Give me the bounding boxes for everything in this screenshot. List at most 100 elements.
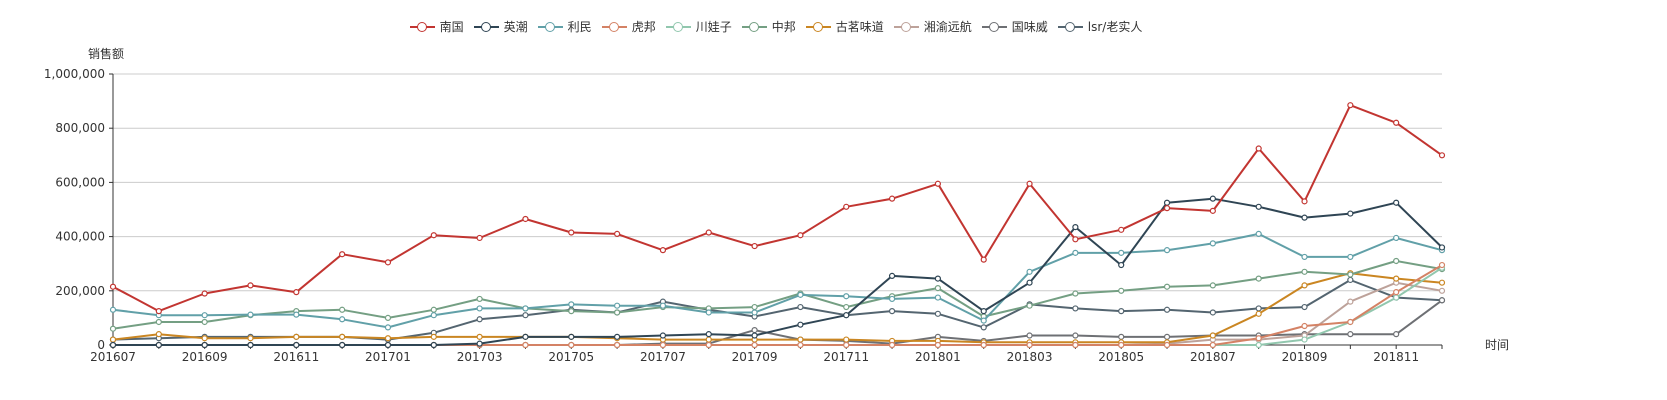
data-point[interactable] <box>1209 195 1216 202</box>
legend-item-yingchao[interactable]: 英潮 <box>473 18 528 35</box>
data-point[interactable] <box>888 195 896 202</box>
data-point[interactable] <box>1026 341 1033 349</box>
data-point[interactable] <box>155 308 162 315</box>
data-point[interactable] <box>1255 341 1262 349</box>
data-point[interactable] <box>247 335 254 342</box>
data-point[interactable] <box>1118 261 1125 269</box>
data-point[interactable] <box>659 332 667 339</box>
data-point[interactable] <box>568 301 575 308</box>
data-point[interactable] <box>1393 199 1400 206</box>
data-point[interactable] <box>980 324 987 331</box>
data-point[interactable] <box>1072 249 1079 256</box>
data-point[interactable] <box>201 341 208 349</box>
data-point[interactable] <box>568 341 575 349</box>
legend-item-nanguo[interactable]: 南国 <box>409 18 464 35</box>
data-point[interactable] <box>1026 180 1033 187</box>
data-point[interactable] <box>247 282 254 289</box>
data-point[interactable] <box>1347 318 1354 326</box>
data-point[interactable] <box>293 311 300 318</box>
legend-item-zhongbang[interactable]: 中邦 <box>741 18 796 35</box>
data-point[interactable] <box>430 333 437 340</box>
data-point[interactable] <box>705 336 712 343</box>
data-point[interactable] <box>430 312 437 319</box>
data-point[interactable] <box>1301 198 1308 205</box>
data-point[interactable] <box>1163 199 1171 206</box>
data-point[interactable] <box>293 341 300 349</box>
data-point[interactable] <box>934 341 941 349</box>
data-point[interactable] <box>751 303 758 311</box>
data-point[interactable] <box>1072 332 1079 339</box>
data-point[interactable] <box>1026 332 1033 339</box>
data-point[interactable] <box>476 234 483 242</box>
data-point[interactable] <box>109 336 117 343</box>
data-point[interactable] <box>614 341 621 349</box>
data-point[interactable] <box>1118 287 1125 294</box>
data-point[interactable] <box>751 309 758 316</box>
data-point[interactable] <box>1301 282 1308 289</box>
data-point[interactable] <box>843 336 850 343</box>
data-point[interactable] <box>1163 205 1171 212</box>
data-point[interactable] <box>797 232 804 239</box>
legend-item-xiangyu[interactable]: 湘渝远航 <box>893 18 972 35</box>
data-point[interactable] <box>1393 119 1400 126</box>
data-point[interactable] <box>1072 290 1079 297</box>
legend-item-hubang[interactable]: 虎邦 <box>601 18 656 35</box>
data-point[interactable] <box>797 291 804 298</box>
data-point[interactable] <box>659 341 667 349</box>
data-point[interactable] <box>476 340 483 347</box>
data-point[interactable] <box>384 314 392 321</box>
data-point[interactable] <box>1255 203 1262 210</box>
data-point[interactable] <box>934 310 941 317</box>
data-point[interactable] <box>1438 297 1446 304</box>
data-point[interactable] <box>1438 152 1446 159</box>
data-point[interactable] <box>522 312 529 319</box>
data-point[interactable] <box>201 312 208 319</box>
data-point[interactable] <box>1209 309 1216 316</box>
series-line[interactable] <box>109 195 1446 349</box>
data-point[interactable] <box>1072 305 1079 312</box>
data-point[interactable] <box>934 294 941 301</box>
data-point[interactable] <box>614 333 621 340</box>
data-point[interactable] <box>843 303 850 311</box>
data-point[interactable] <box>1393 275 1400 282</box>
data-point[interactable] <box>339 316 346 323</box>
data-point[interactable] <box>247 341 254 349</box>
data-point[interactable] <box>293 333 300 340</box>
data-point[interactable] <box>1347 210 1354 217</box>
data-point[interactable] <box>1255 310 1262 317</box>
series-line[interactable] <box>109 270 1446 346</box>
data-point[interactable] <box>109 325 117 332</box>
data-point[interactable] <box>1255 275 1262 282</box>
data-point[interactable] <box>155 341 162 349</box>
legend-item-laoshiren[interactable]: lsr/老实人 <box>1057 18 1142 35</box>
data-point[interactable] <box>980 256 987 263</box>
data-point[interactable] <box>980 308 987 315</box>
data-point[interactable] <box>751 242 758 250</box>
data-point[interactable] <box>1026 302 1033 309</box>
data-point[interactable] <box>1118 341 1125 349</box>
data-point[interactable] <box>888 308 896 315</box>
data-point[interactable] <box>1163 306 1171 313</box>
data-point[interactable] <box>705 331 712 338</box>
data-point[interactable] <box>201 335 208 342</box>
data-point[interactable] <box>888 272 896 279</box>
legend-item-guming[interactable]: 古茗味道 <box>805 18 884 35</box>
data-point[interactable] <box>1072 341 1079 349</box>
data-point[interactable] <box>705 309 712 316</box>
data-point[interactable] <box>980 317 987 324</box>
data-point[interactable] <box>1118 249 1125 256</box>
data-point[interactable] <box>1209 240 1216 247</box>
data-point[interactable] <box>339 333 346 340</box>
data-point[interactable] <box>614 230 621 237</box>
series-line[interactable] <box>109 230 1446 331</box>
data-point[interactable] <box>384 259 392 266</box>
data-point[interactable] <box>568 308 575 315</box>
data-point[interactable] <box>1347 331 1354 338</box>
data-point[interactable] <box>1163 283 1171 290</box>
data-point[interactable] <box>384 335 392 342</box>
data-point[interactable] <box>797 336 804 343</box>
data-point[interactable] <box>430 341 437 349</box>
data-point[interactable] <box>476 333 483 340</box>
data-point[interactable] <box>751 332 758 339</box>
data-point[interactable] <box>1438 287 1446 294</box>
